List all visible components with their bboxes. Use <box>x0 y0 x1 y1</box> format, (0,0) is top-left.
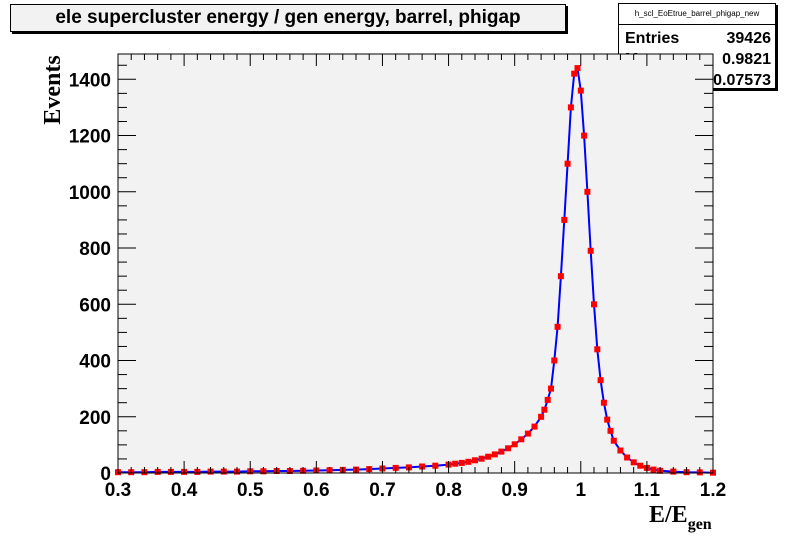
x-tick-label: 1 <box>575 480 586 501</box>
data-point <box>551 357 558 364</box>
x-tick-label: 1.2 <box>700 480 726 501</box>
data-point <box>607 427 614 434</box>
stats-value: 0.07573 <box>713 72 771 89</box>
x-tick-label: 0.8 <box>435 480 461 501</box>
data-point <box>650 466 657 473</box>
data-point <box>491 451 498 458</box>
data-point <box>518 436 525 443</box>
x-tick-label: 0.5 <box>237 480 264 501</box>
axis-layer: 0.3 0.4 0.5 0.6 0.7 0.8 0.9 1 1.1 1.2 0 200 400 600 80… <box>69 54 726 501</box>
y-tick-label: 1200 <box>69 127 111 148</box>
y-tick-label: 200 <box>79 408 111 429</box>
data-point <box>541 406 548 413</box>
data-point <box>564 160 571 167</box>
data-point <box>577 87 584 94</box>
data-point <box>511 441 518 448</box>
plot-frame-background <box>118 54 713 473</box>
data-point <box>591 301 597 308</box>
data-point <box>587 247 594 254</box>
data-point <box>505 445 512 452</box>
y-tick-label: 0 <box>100 464 111 485</box>
data-point <box>600 399 607 406</box>
data-point <box>567 104 574 111</box>
data-point <box>630 459 637 466</box>
x-tick-label: 0.7 <box>369 480 395 501</box>
data-point <box>594 346 601 353</box>
stats-key: Entries <box>625 30 680 47</box>
data-point <box>617 447 624 454</box>
data-point <box>432 462 439 469</box>
x-tick-label: 0.6 <box>303 480 329 501</box>
data-point <box>485 453 492 460</box>
data-point <box>604 416 611 423</box>
data-point <box>419 463 426 470</box>
data-point <box>465 458 472 465</box>
y-tick-label: 1400 <box>69 70 111 91</box>
data-point <box>624 454 631 461</box>
data-point <box>571 70 578 77</box>
stats-row-entries: Entries 39426 <box>625 28 771 49</box>
y-axis-label: Events <box>40 55 66 124</box>
data-point <box>574 65 581 72</box>
data-point <box>637 462 644 469</box>
data-point <box>458 459 465 466</box>
y-tick-label: 800 <box>79 239 111 260</box>
data-point <box>548 385 554 392</box>
data-point <box>538 413 545 420</box>
x-tick-label: 0.3 <box>105 480 131 501</box>
data-point <box>610 437 617 444</box>
data-point <box>524 430 531 437</box>
y-tick-label: 600 <box>79 295 111 316</box>
stats-value: 39426 <box>726 30 772 47</box>
data-point <box>472 457 478 464</box>
data-point <box>584 188 591 195</box>
data-point <box>478 455 485 462</box>
x-axis-label: E/Egen <box>649 502 712 533</box>
data-point <box>561 216 568 223</box>
data-point <box>544 396 551 403</box>
x-tick-label: 1.1 <box>634 480 661 501</box>
stats-value: 0.9821 <box>722 51 771 68</box>
x-axis-label-main: E/E <box>649 502 688 528</box>
y-tick-label: 1000 <box>69 183 111 204</box>
data-point <box>452 460 459 467</box>
y-tick-label: 400 <box>79 352 111 373</box>
x-tick-label: 0.4 <box>171 480 198 501</box>
stats-histogram-name: h_scl_EoEtrue_barrel_phigap_new <box>619 4 775 25</box>
x-tick-label: 0.9 <box>501 480 527 501</box>
data-point <box>557 273 564 280</box>
x-axis-label-subscript: gen <box>688 516 712 533</box>
data-point <box>581 132 588 139</box>
plot-frame-border <box>117 53 714 474</box>
stats-box: h_scl_EoEtrue_barrel_phigap_new Entries … <box>618 3 776 89</box>
data-point <box>498 448 505 455</box>
data-point <box>597 377 604 384</box>
chart-title: ele supercluster energy / gen energy, ba… <box>10 4 566 32</box>
data-point <box>554 323 561 330</box>
data-point <box>531 423 538 430</box>
